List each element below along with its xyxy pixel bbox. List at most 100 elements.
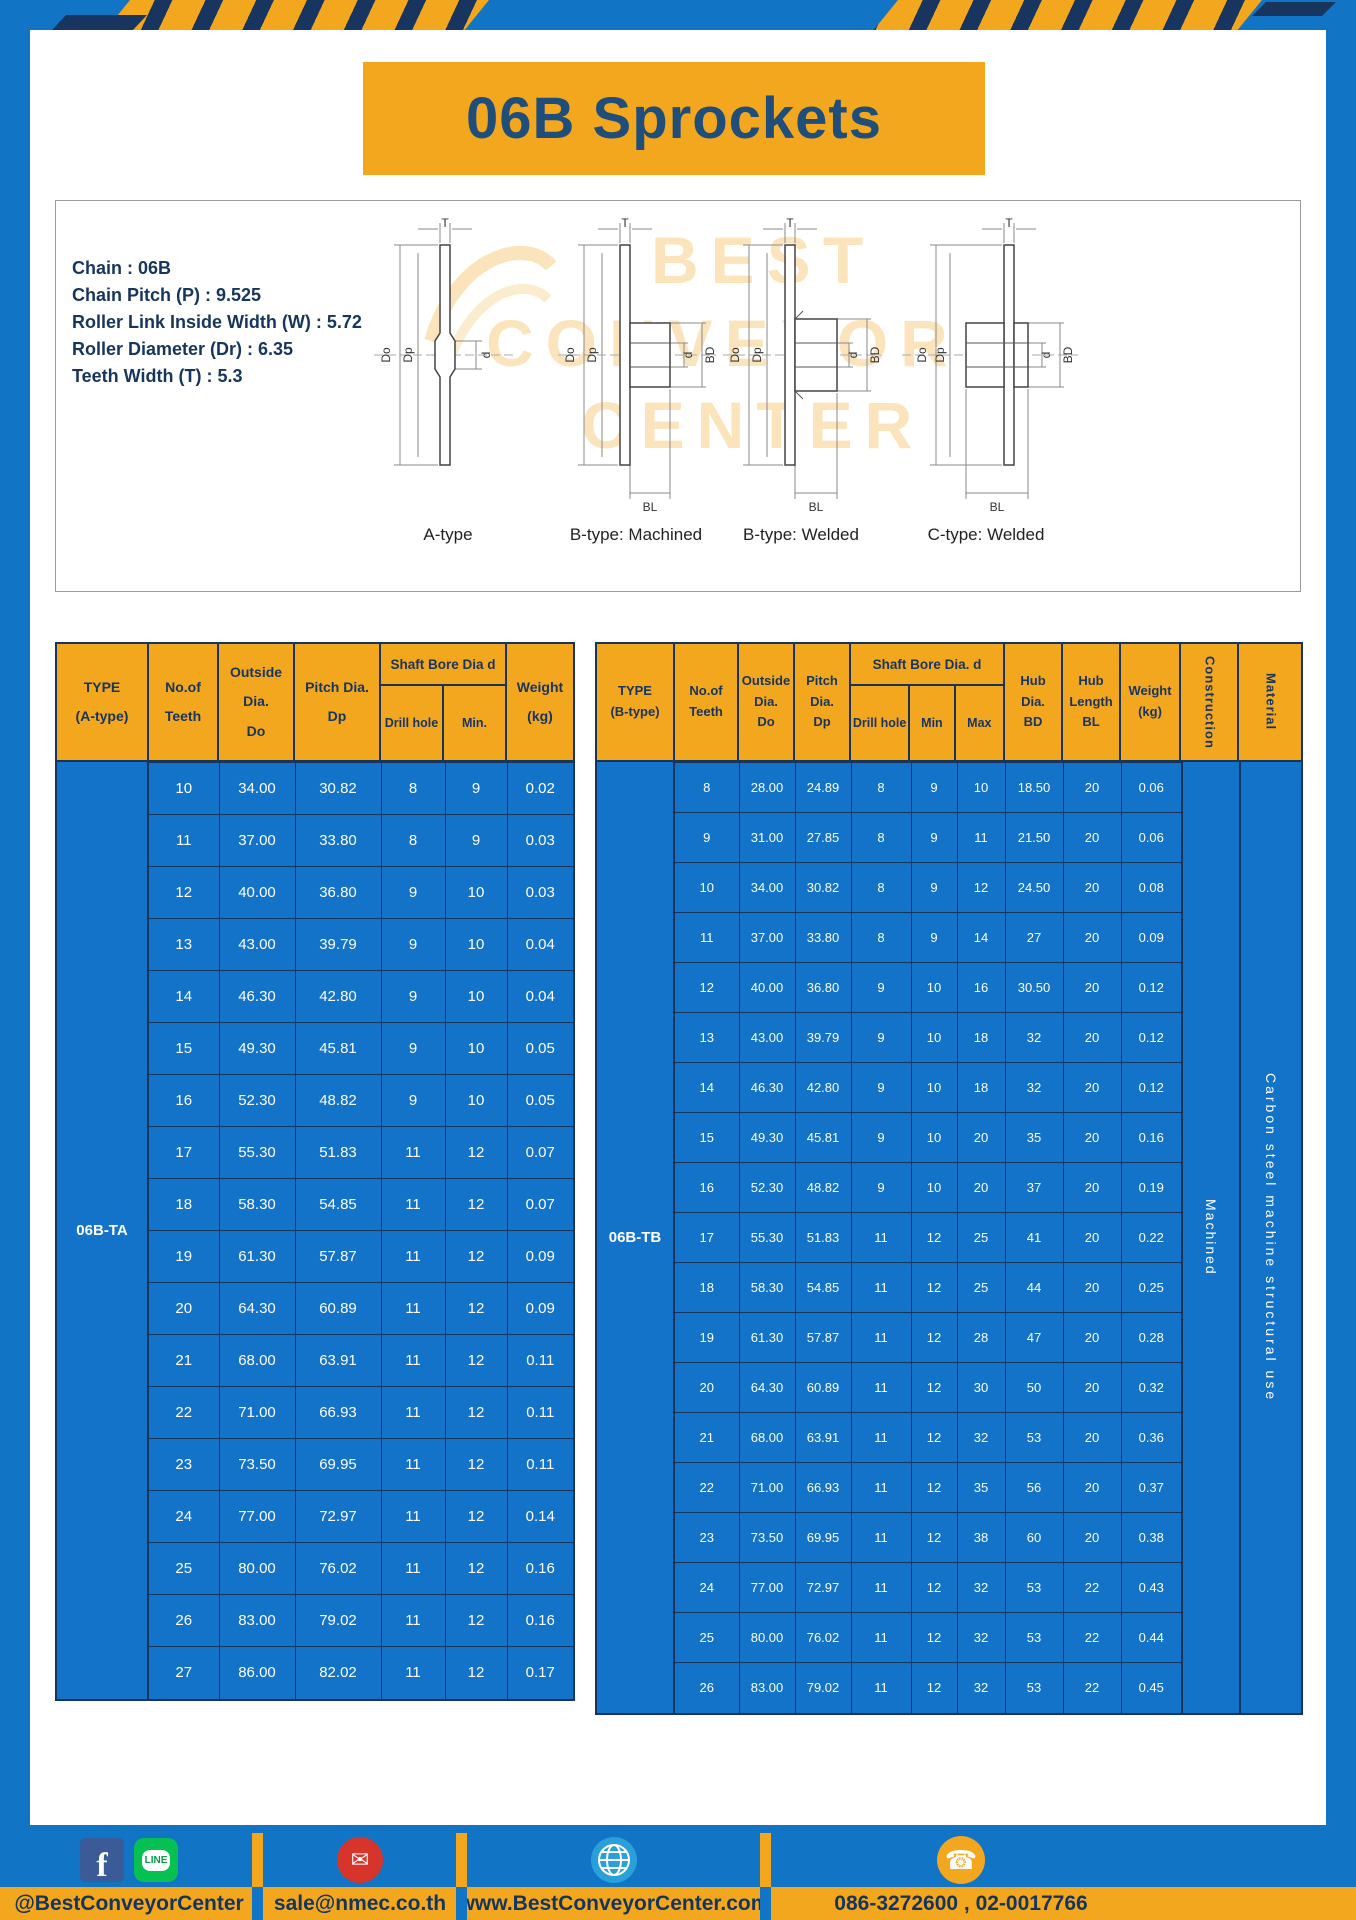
cell-weight: 0.04: [506, 918, 573, 971]
cell-outside-dia: 64.30: [218, 1282, 296, 1335]
cell-hub-length: 20: [1062, 1312, 1122, 1363]
cell-teeth: 11: [675, 912, 740, 963]
cell-max: 25: [956, 1212, 1006, 1263]
navy-accent-left: [52, 15, 147, 30]
cell-teeth: 21: [149, 1334, 220, 1387]
cell-teeth: 16: [675, 1162, 740, 1213]
dim-label-d: d: [479, 352, 493, 359]
cell-min: 10: [910, 1112, 958, 1163]
cell-pitch-dia: 63.91: [294, 1334, 382, 1387]
cell-teeth: 8: [675, 762, 740, 813]
cell-min: 12: [444, 1334, 508, 1387]
diagram-panel: BEST CONVEYOR CENTER Chain : 06B Chain Pi…: [55, 200, 1301, 592]
col-header-hub-length: Hub Length BL: [1063, 644, 1121, 760]
cell-min: 12: [910, 1462, 958, 1513]
footer-bar: @BestConveyorCenter sale@nmec.co.th www.…: [0, 1887, 1356, 1920]
cell-drill-hole: 9: [380, 918, 446, 971]
cell-weight: 0.16: [1120, 1112, 1181, 1163]
cell-hub-length: 20: [1062, 862, 1122, 913]
cell-min: 10: [444, 1074, 508, 1127]
cell-min: 10: [910, 1062, 958, 1113]
cell-hub-length: 20: [1062, 1212, 1122, 1263]
cell-weight: 0.06: [1120, 812, 1181, 863]
cell-drill-hole: 8: [850, 762, 912, 813]
document-page: 06B Sprockets BEST CONVEYOR CENTER Chain…: [30, 30, 1326, 1825]
footer-separator: [252, 1833, 263, 1887]
cell-outside-dia: 40.00: [218, 866, 296, 919]
cell-min: 12: [444, 1230, 508, 1283]
cell-weight: 0.05: [506, 1074, 573, 1127]
cell-min: 10: [444, 866, 508, 919]
cell-drill-hole: 11: [380, 1386, 446, 1439]
cell-teeth: 19: [149, 1230, 220, 1283]
email-icon: ✉: [337, 1837, 383, 1883]
cell-max: 35: [956, 1462, 1006, 1513]
cell-min: 12: [910, 1412, 958, 1463]
cell-hub-length: 20: [1062, 1112, 1122, 1163]
cell-hub-dia: 27: [1004, 912, 1064, 963]
dim-label-T: T: [786, 216, 794, 230]
dim-label-BD: BD: [1061, 346, 1075, 363]
cell-drill-hole: 8: [380, 814, 446, 867]
cell-min: 9: [910, 912, 958, 963]
cell-hub-length: 22: [1062, 1662, 1122, 1713]
hazard-stripes-left: [104, 0, 489, 32]
table-a-header: TYPE (A-type) No.of Teeth Outside Dia. D…: [57, 644, 573, 762]
col-header-outside-dia: Outside Dia. Do: [219, 644, 295, 760]
dim-label-BD: BD: [703, 346, 717, 363]
cell-hub-length: 20: [1062, 1012, 1122, 1063]
cell-pitch-dia: 42.80: [294, 970, 382, 1023]
cell-teeth: 24: [675, 1562, 740, 1613]
watermark-line: BEST: [651, 223, 876, 297]
table-row: 23 73.50 69.95 11 12 38 60 20 0.38: [675, 1512, 1181, 1563]
cell-teeth: 14: [149, 970, 220, 1023]
cell-weight: 0.03: [506, 866, 573, 919]
table-row: 12 40.00 36.80 9 10 0.03: [149, 866, 573, 919]
cell-teeth: 10: [675, 862, 740, 913]
cell-teeth: 15: [149, 1022, 220, 1075]
cell-hub-dia: 24.50: [1004, 862, 1064, 913]
cell-outside-dia: 28.00: [738, 762, 796, 813]
cell-weight: 0.32: [1120, 1362, 1181, 1413]
spec-line: Roller Link Inside Width (W) : 5.72: [72, 312, 362, 332]
spec-line: Chain Pitch (P) : 9.525: [72, 285, 262, 305]
table-row: 14 46.30 42.80 9 10 18 32 20 0.12: [675, 1062, 1181, 1113]
cell-drill-hole: 11: [380, 1282, 446, 1335]
col-header-type: TYPE (A-type): [57, 644, 149, 760]
cell-hub-length: 20: [1062, 1262, 1122, 1313]
table-row: 27 86.00 82.02 11 12 0.17: [149, 1646, 573, 1699]
cell-outside-dia: 80.00: [738, 1612, 796, 1663]
line-icon-label: LINE: [141, 1849, 171, 1871]
cell-hub-dia: 50: [1004, 1362, 1064, 1413]
cell-max: 16: [956, 962, 1006, 1013]
cell-drill-hole: 9: [850, 962, 912, 1013]
cell-weight: 0.09: [1120, 912, 1181, 963]
diagram-c-type-welded: T Do Dp d BD BL C-type: Welded: [886, 215, 1086, 547]
table-row: 15 49.30 45.81 9 10 20 35 20 0.16: [675, 1112, 1181, 1163]
dim-label-d: d: [1039, 352, 1053, 359]
cell-teeth: 10: [149, 762, 220, 815]
cell-weight: 0.43: [1120, 1562, 1181, 1613]
cell-hub-dia: 37: [1004, 1162, 1064, 1213]
col-header-pitch-dia: Pitch Dia. Dp: [295, 644, 381, 760]
cell-max: 12: [956, 862, 1006, 913]
cell-pitch-dia: 36.80: [794, 962, 852, 1013]
cell-drill-hole: 11: [380, 1230, 446, 1283]
cell-weight: 0.12: [1120, 1012, 1181, 1063]
diagram-b-type-welded: T Do Dp d BD BL B-type: Welded: [701, 215, 901, 547]
cell-max: 20: [956, 1112, 1006, 1163]
cell-max: 18: [956, 1012, 1006, 1063]
cell-drill-hole: 9: [850, 1012, 912, 1063]
table-a-data: 10 34.00 30.82 8 9 0.02 11 37.00: [149, 762, 573, 1699]
cell-min: 12: [444, 1542, 508, 1595]
cell-drill-hole: 8: [380, 762, 446, 815]
table-row: 13 43.00 39.79 9 10 18 32 20 0.12: [675, 1012, 1181, 1063]
cell-weight: 0.38: [1120, 1512, 1181, 1563]
cell-pitch-dia: 30.82: [294, 762, 382, 815]
cell-pitch-dia: 60.89: [294, 1282, 382, 1335]
footer-separator: [252, 1887, 263, 1920]
spec-line: Teeth Width (T) : 5.3: [72, 366, 243, 386]
cell-min: 10: [444, 1022, 508, 1075]
cell-hub-length: 20: [1062, 962, 1122, 1013]
cell-outside-dia: 71.00: [218, 1386, 296, 1439]
